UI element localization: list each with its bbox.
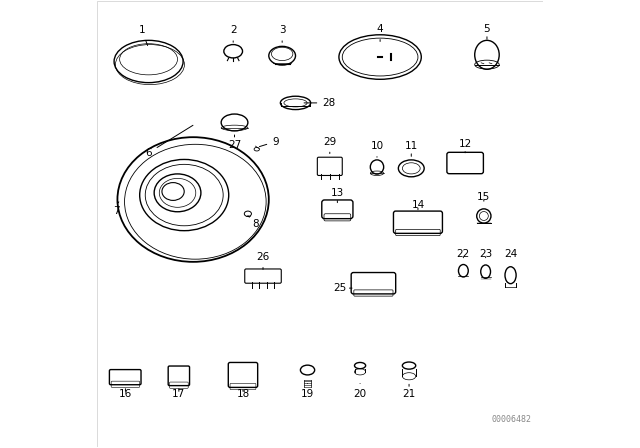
- Text: 25: 25: [333, 283, 352, 293]
- Text: 00006482: 00006482: [492, 415, 531, 424]
- Text: 6: 6: [145, 125, 193, 158]
- Text: 9: 9: [259, 137, 279, 146]
- Text: 26: 26: [257, 252, 269, 269]
- Text: 24: 24: [504, 249, 517, 259]
- Text: 8: 8: [248, 215, 259, 229]
- Text: 2: 2: [230, 26, 237, 42]
- Text: 15: 15: [477, 192, 490, 202]
- Text: 13: 13: [331, 188, 344, 202]
- Text: 28: 28: [304, 98, 335, 108]
- Text: 14: 14: [412, 200, 424, 210]
- Text: 22: 22: [457, 249, 470, 259]
- Text: 21: 21: [403, 384, 415, 399]
- Text: 1: 1: [139, 26, 148, 46]
- Text: 10: 10: [371, 141, 383, 157]
- Text: 12: 12: [458, 139, 472, 153]
- Text: 29: 29: [323, 137, 337, 154]
- Text: 18: 18: [236, 389, 250, 399]
- Text: 7: 7: [113, 202, 120, 215]
- Text: 23: 23: [479, 249, 492, 259]
- Text: 17: 17: [172, 389, 186, 399]
- Text: 3: 3: [279, 26, 285, 43]
- Text: 5: 5: [484, 24, 490, 39]
- Text: 20: 20: [353, 383, 367, 399]
- Text: 16: 16: [119, 389, 132, 399]
- Text: 27: 27: [228, 135, 241, 150]
- Text: 4: 4: [377, 24, 383, 42]
- Text: 11: 11: [404, 141, 418, 156]
- Text: 19: 19: [301, 383, 314, 399]
